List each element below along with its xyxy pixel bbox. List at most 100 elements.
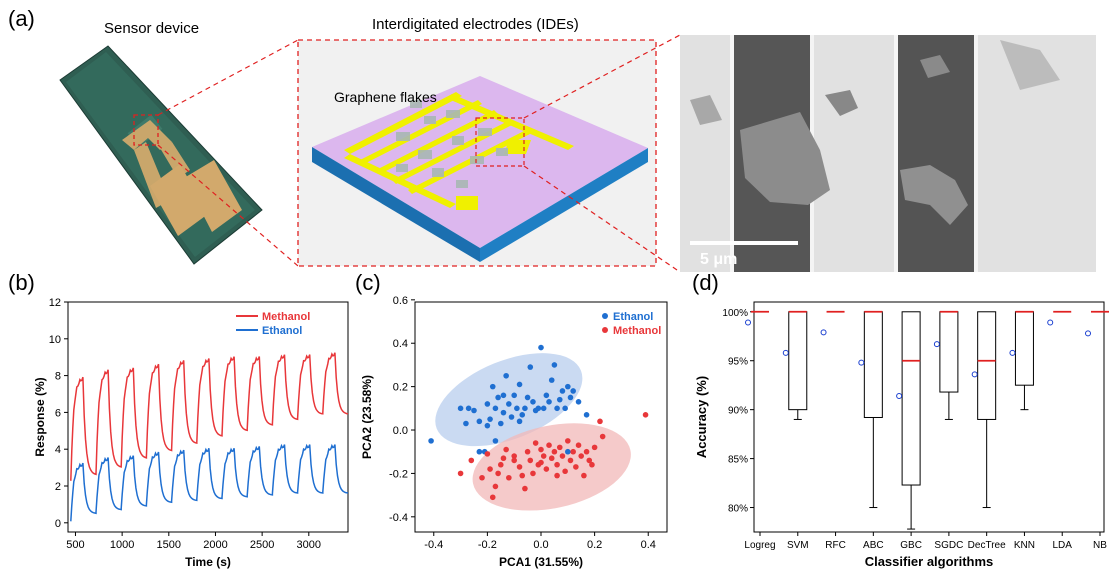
x-axis-label: Classifier algorithms [865, 554, 994, 569]
x-tick-label: SGDC [934, 540, 963, 551]
data-point-ethanol [546, 399, 552, 405]
x-tick-label: Logreg [744, 540, 775, 551]
data-point-ethanol [583, 412, 590, 418]
data-point-methanol [487, 466, 493, 472]
graphene-flakes-label: Graphene flakes [334, 89, 437, 105]
data-point-methanol [543, 466, 550, 472]
data-point-methanol [586, 457, 593, 464]
data-point-methanol [554, 461, 560, 468]
y-tick-label: 80% [728, 504, 748, 515]
data-point-methanol [597, 418, 603, 425]
data-point-ethanol [519, 412, 526, 418]
data-point-methanol [506, 474, 512, 481]
plot-frame [67, 301, 349, 533]
y-tick-label: 0.2 [393, 382, 408, 394]
data-point-ethanol [476, 418, 483, 425]
panel-a-illustration [59, 34, 1096, 273]
data-point-ethanol [484, 422, 491, 429]
x-tick-label: 3000 [297, 539, 321, 551]
data-point-methanol [556, 444, 563, 451]
data-point-ethanol [556, 396, 563, 403]
data-point-ethanol [463, 420, 469, 427]
data-point-ethanol [548, 377, 555, 383]
sensor-device-caption: Sensor device [104, 20, 200, 37]
mean-marker [1009, 349, 1016, 356]
data-point-methanol [511, 457, 517, 464]
confidence-ellipse-ethanol [435, 353, 583, 447]
mean-marker [820, 329, 827, 336]
data-point-methanol [559, 453, 566, 459]
data-point-ethanol [500, 392, 507, 399]
data-point-methanol [591, 444, 598, 451]
mean-marker [782, 349, 789, 356]
y-tick-label: 0.6 [393, 295, 408, 307]
data-point-ethanol [522, 405, 528, 412]
data-point-methanol [538, 459, 544, 466]
mean-marker [896, 392, 903, 399]
y-axis-label: Accuracy (%) [694, 376, 709, 458]
data-point-ethanol [570, 388, 576, 394]
data-point-ethanol [506, 401, 512, 407]
data-point-methanol [581, 472, 587, 479]
box [939, 311, 959, 393]
y-axis-label: Response (%) [33, 377, 47, 456]
response-time-chart: 500 1000 1500 2000 2500 3000 0 2 4 6 8 10 12 Time (s)… [33, 297, 349, 569]
ide-schematic [312, 76, 648, 262]
pca-scatter-chart: -0.4 -0.2 0.0 0.2 0.4 -0.4 -0.2 0.0 0.2 0.4 0.6 PCA… [360, 295, 668, 569]
y-tick-label: 4 [55, 444, 61, 456]
series-line-methanol [70, 352, 349, 481]
data-point-ethanol [503, 372, 509, 379]
data-point-methanol [570, 448, 576, 455]
data-point-ethanol [484, 401, 491, 407]
plot-frame [753, 301, 1105, 533]
data-point-methanol [500, 455, 507, 462]
data-point-ethanol [495, 394, 501, 401]
x-tick-label: 1500 [157, 539, 181, 551]
data-point-ethanol [516, 381, 523, 388]
y-tick-label: 100% [722, 308, 748, 319]
x-tick-label: 0.2 [587, 539, 602, 551]
x-tick-label: -0.4 [424, 539, 443, 551]
y-tick-label: 2 [55, 481, 61, 493]
data-point-methanol [497, 461, 504, 468]
data-point-methanol [565, 438, 571, 444]
data-point-methanol [562, 468, 568, 475]
data-point-ethanol [471, 407, 477, 414]
data-point-methanol [527, 457, 534, 464]
box [977, 311, 997, 420]
legend-label-ethanol: Ethanol [262, 325, 302, 337]
data-point-methanol [599, 433, 606, 440]
classifier-boxplot-chart: 80% 85% 90% 95% 100% Logreg SVM RFC ABC GBC SGDC De… [694, 301, 1109, 569]
series-line-ethanol [70, 443, 349, 522]
data-point-ethanol [476, 448, 483, 455]
legend-label-methanol: Methanol [262, 311, 310, 323]
mean-marker [1047, 319, 1054, 326]
scale-bar-label: 5 μm [700, 251, 738, 268]
y-tick-label: 0.4 [393, 338, 408, 350]
data-point-methanol [479, 474, 485, 481]
sem-image [680, 35, 1096, 272]
data-point-ethanol [516, 418, 523, 425]
x-tick-label: NB [1093, 540, 1107, 551]
data-point-methanol [468, 457, 475, 464]
data-point-methanol [495, 470, 501, 477]
panel-label-a: (a) [8, 6, 35, 31]
data-point-ethanol [543, 392, 550, 399]
data-point-ethanol [511, 392, 517, 399]
data-point-methanol [575, 442, 582, 449]
data-point-ethanol [500, 409, 507, 416]
data-point-methanol [519, 472, 526, 479]
data-point-methanol [548, 455, 555, 462]
y-tick-label: -0.4 [389, 512, 408, 524]
y-tick-label: 90% [728, 406, 748, 417]
mean-marker [933, 341, 940, 348]
y-tick-label: 6 [55, 407, 61, 419]
x-axis-label: Time (s) [185, 555, 231, 569]
data-point-ethanol [508, 414, 515, 420]
mean-marker [858, 359, 865, 366]
data-point-ethanol [530, 399, 536, 405]
data-point-ethanol [497, 420, 504, 427]
y-tick-label: 12 [49, 297, 61, 309]
data-point-methanol [573, 464, 579, 470]
data-point-ethanol [487, 416, 493, 422]
